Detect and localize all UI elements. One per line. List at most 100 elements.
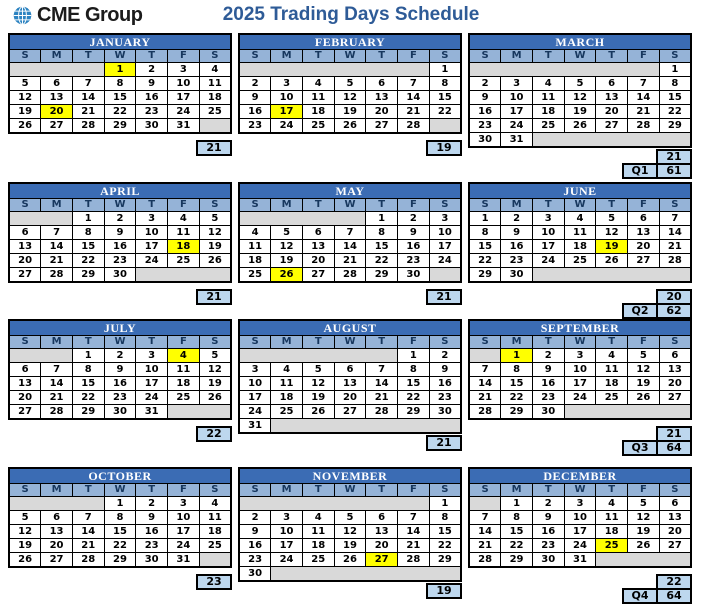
day-cell: 5	[595, 211, 629, 226]
quarter-label: Q2	[622, 303, 658, 319]
weekday-header: T	[365, 49, 399, 63]
day-cell: 25	[198, 104, 232, 119]
day-cell: 19	[198, 376, 232, 391]
empty-cell	[238, 348, 399, 363]
day-cell: 21	[627, 104, 660, 119]
day-cell: 6	[8, 225, 42, 240]
day-cell: 9	[500, 225, 533, 240]
weekday-header: T	[135, 49, 169, 63]
calendar-table-january: JANUARY S M T W T F S 1 2 3 4 5 6 7 8 9 10 11 12 13 14 15 16 17 1…	[8, 33, 232, 134]
day-cell: 7	[627, 76, 660, 91]
weekday-header: S	[8, 335, 42, 349]
calendar-table-april: APRIL S M T W T F S 1 2 3 4 5 6 7 8 9 10 11 12 13 14 15 16 17 18 1…	[8, 182, 232, 283]
day-cell: 25	[531, 118, 565, 133]
trading-days-count-july: 22	[196, 426, 232, 442]
week-row: 9 10 11 12 13 14 15	[238, 90, 462, 105]
weekday-header: W	[103, 49, 137, 63]
day-cell: 6	[40, 76, 73, 91]
day-cell: 15	[658, 90, 692, 105]
day-cell: 7	[468, 510, 502, 525]
day-cell: 24	[238, 404, 272, 419]
month-title-august: AUGUST	[238, 319, 462, 336]
day-cell: 26	[595, 253, 629, 268]
month-title-july: JULY	[8, 319, 232, 336]
day-cell: 5	[270, 225, 303, 240]
month-block-january: JANUARY S M T W T F S 1 2 3 4 5 6 7 8 9 10 11 12 13 14 15 16 17 1…	[8, 33, 232, 182]
day-cell: 14	[397, 90, 430, 105]
day-cell: 16	[135, 90, 169, 105]
calendar-table-may: MAY S M T W T F S 1 2 3 4 5 6 7 8 9 10 11 12 13 14 15 16 17 18 19 2…	[238, 182, 462, 283]
month-title-june: JUNE	[468, 182, 692, 199]
day-cell: 6	[595, 76, 629, 91]
week-row: 7 8 9 10 11 12 13	[468, 362, 692, 377]
quarter-total: 62	[656, 303, 692, 319]
day-cell: 2	[103, 211, 137, 226]
calendar-table-march: MARCH S M T W T F S 1 2 3 4 5 6 7 8 9 10 11 12 13 14 15 16 17 18 1…	[468, 33, 692, 148]
day-cell: 8	[71, 362, 105, 377]
day-cell: 18	[301, 104, 335, 119]
day-cell: 16	[397, 239, 430, 254]
day-cell: 16	[238, 104, 272, 119]
weekday-header: S	[428, 198, 462, 212]
day-cell: 5	[563, 76, 597, 91]
day-cell: 12	[333, 524, 367, 539]
weekday-header: T	[531, 49, 565, 63]
weekday-header: W	[563, 483, 597, 497]
day-cell: 12	[595, 225, 629, 240]
day-cell: 7	[71, 76, 105, 91]
day-cell: 8	[500, 362, 533, 377]
week-row: 8 9 10 11 12 13 14	[468, 225, 692, 240]
day-cell: 19	[333, 104, 367, 119]
day-cell: 11	[167, 362, 200, 377]
weekday-header: W	[333, 198, 367, 212]
day-cell: 1	[397, 348, 430, 363]
day-cell: 2	[397, 211, 430, 226]
day-cell: 14	[71, 90, 105, 105]
day-cell: 8	[397, 362, 430, 377]
month-title-may: MAY	[238, 182, 462, 199]
day-cell: 9	[103, 225, 137, 240]
count-area: 19	[238, 140, 462, 156]
week-row: 5 6 7 8 9 10 11	[8, 76, 232, 91]
week-row: 14 15 16 17 18 19 20	[468, 376, 692, 391]
day-cell: 23	[397, 253, 430, 268]
day-cell: 5	[333, 510, 367, 525]
month-title-september: SEPTEMBER	[468, 319, 692, 336]
day-cell: 15	[71, 239, 105, 254]
weekday-header: M	[270, 49, 303, 63]
weekday-header: T	[301, 335, 335, 349]
weekday-header: S	[238, 335, 272, 349]
count-area: 23	[8, 574, 232, 590]
day-cell: 14	[658, 225, 692, 240]
day-cell: 11	[301, 90, 335, 105]
day-cell: 11	[198, 76, 232, 91]
quarter-total: 64	[656, 588, 692, 604]
day-cell: 8	[103, 76, 137, 91]
day-cell: 30	[397, 267, 430, 283]
day-cell: 13	[8, 376, 42, 391]
day-cell: 9	[103, 362, 137, 377]
weekday-header: F	[397, 335, 430, 349]
holiday-day-cell: 17	[270, 104, 303, 119]
empty-cell	[8, 496, 105, 511]
day-cell: 14	[468, 524, 502, 539]
month-block-july: JULY S M T W T F S 1 2 3 4 5 6 7 8 9 10 11 12 13 14 15 16 17 18 19…	[8, 319, 232, 467]
weekday-header: F	[167, 483, 200, 497]
week-row: 17 18 19 20 21 22 23	[238, 390, 462, 405]
day-cell: 3	[135, 348, 169, 363]
day-cell: 22	[428, 104, 462, 119]
day-cell: 26	[198, 253, 232, 268]
day-cell: 28	[333, 267, 367, 283]
day-cell: 6	[627, 211, 660, 226]
weekday-header: S	[238, 49, 272, 63]
day-cell: 9	[428, 362, 462, 377]
day-cell: 10	[167, 76, 200, 91]
weekday-header: S	[658, 198, 692, 212]
week-row: 5 6 7 8 9 10 11	[8, 510, 232, 525]
day-cell: 18	[301, 538, 335, 553]
day-cell: 6	[301, 225, 335, 240]
day-cell: 10	[270, 524, 303, 539]
week-row: 24 25 26 27 28 29 30	[238, 404, 462, 419]
